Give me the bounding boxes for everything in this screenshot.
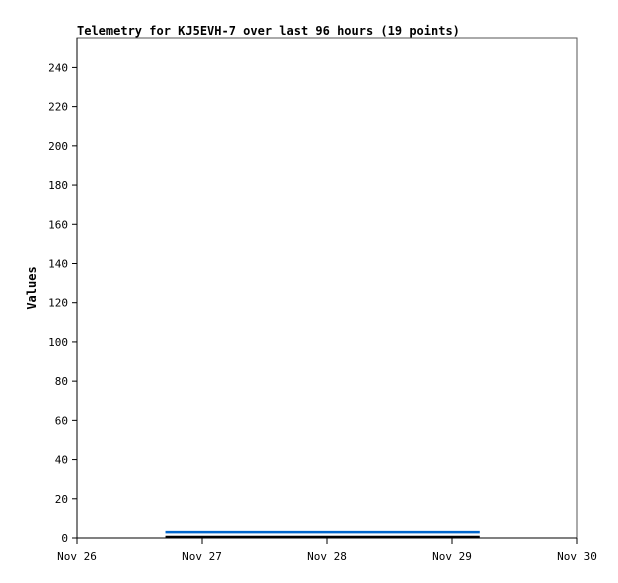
y-tick-label: 140 [48, 257, 68, 270]
chart-title: Telemetry for KJ5EVH-7 over last 96 hour… [77, 24, 460, 38]
x-tick-label: Nov 28 [307, 550, 347, 563]
y-tick-label: 180 [48, 179, 68, 192]
plot-frame [76, 37, 578, 539]
x-tick-label: Nov 30 [557, 550, 597, 563]
y-tick-label: 100 [48, 336, 68, 349]
y-tick-label: 120 [48, 297, 68, 310]
y-tick-label: 160 [48, 218, 68, 231]
y-tick-label: 20 [55, 493, 68, 506]
y-tick-label: 220 [48, 101, 68, 114]
y-tick-label: 60 [55, 414, 68, 427]
y-axis-label: Values [25, 266, 39, 309]
y-tick-label: 200 [48, 140, 68, 153]
y-tick-label: 0 [61, 532, 68, 545]
x-tick-label: Nov 27 [182, 550, 222, 563]
x-tick-label: Nov 29 [432, 550, 472, 563]
y-tick-label: 80 [55, 375, 68, 388]
x-tick-label: Nov 26 [57, 550, 97, 563]
y-tick-label: 240 [48, 61, 68, 74]
y-tick-label: 40 [55, 454, 68, 467]
